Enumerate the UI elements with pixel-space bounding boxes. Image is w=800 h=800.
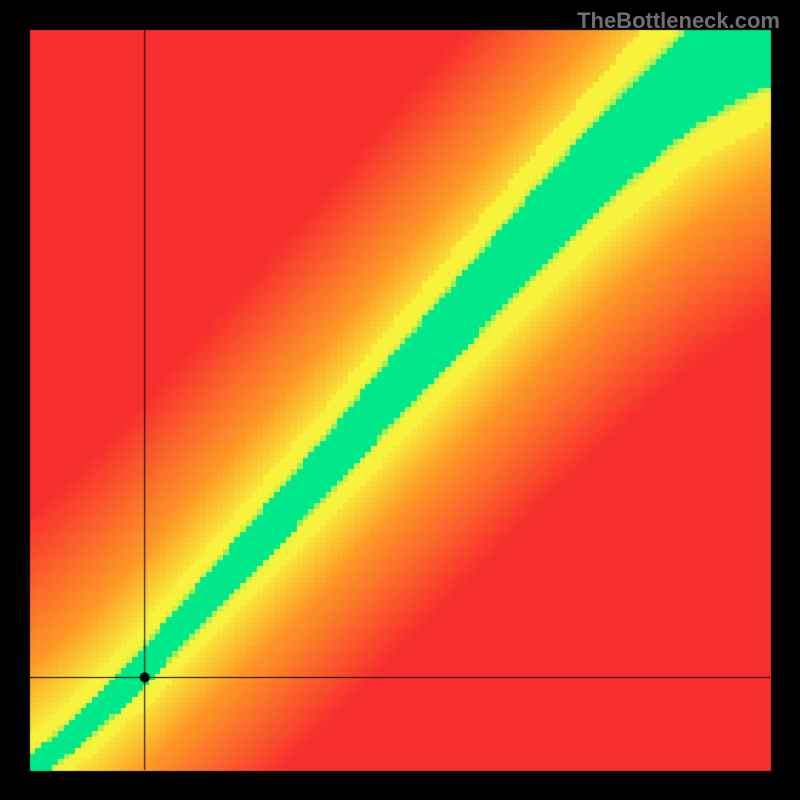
watermark-text: TheBottleneck.com: [577, 8, 780, 34]
bottleneck-heatmap: [0, 0, 800, 800]
chart-container: TheBottleneck.com: [0, 0, 800, 800]
